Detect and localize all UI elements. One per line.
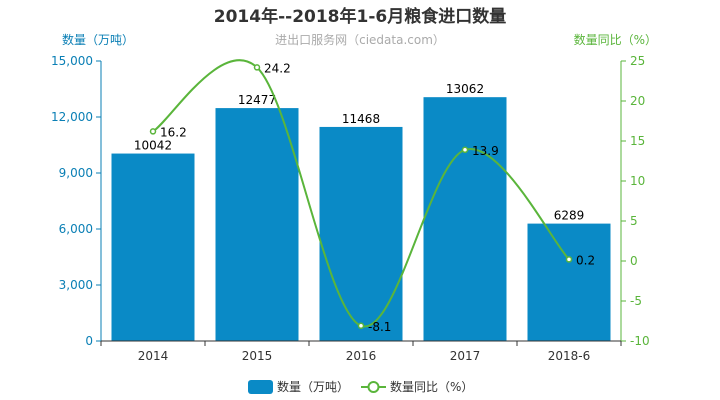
yoy-label-2017: 13.9 <box>472 144 499 158</box>
bar-2017 <box>423 97 507 342</box>
right-tick-label: 5 <box>630 214 638 228</box>
bar-label-2014: 10042 <box>134 139 172 153</box>
bar-label-2015: 12477 <box>238 93 276 107</box>
chart-title: 2014年--2018年1-6月粮食进口数量 <box>214 6 506 27</box>
line-series <box>149 59 573 330</box>
chart-subtitle: 进出口服务网（ciedata.com） <box>275 32 445 47</box>
yoy-point-2018-6 <box>565 256 573 263</box>
right-tick-label: 0 <box>630 254 638 268</box>
bar-label-2016: 11468 <box>342 112 380 126</box>
yoy-label-2018-6: 0.2 <box>576 253 595 267</box>
bar-label-2018-6: 6289 <box>554 209 585 223</box>
left-tick-label: 12,000 <box>51 110 93 124</box>
yoy-label-2015: 24.2 <box>264 61 291 75</box>
yoy-point-2017 <box>461 146 469 154</box>
right-tick-label: -10 <box>630 334 650 348</box>
bar-data-labels: 10042 12477 11468 13062 6289 <box>134 82 584 222</box>
yoy-point-2015 <box>253 64 261 71</box>
left-tick-label: 9,000 <box>59 166 93 180</box>
bar-label-2017: 13062 <box>446 82 484 96</box>
yoy-label-2016: -8.1 <box>368 320 391 334</box>
axes: 0 3,000 6,000 9,000 12,000 15,000 -10 -5 0 5 10 15 2… <box>51 54 650 363</box>
bar-2016 <box>319 126 403 341</box>
yoy-point-2014 <box>149 128 157 135</box>
left-tick-label: 15,000 <box>51 54 93 68</box>
bar-2015 <box>215 108 299 341</box>
legend-label-line: 数量同比（%） <box>390 379 473 394</box>
x-tick-label-2015: 2015 <box>242 349 273 363</box>
x-tick-label-2018-6: 2018-6 <box>548 349 591 363</box>
x-tick-label-2014: 2014 <box>138 349 169 363</box>
right-axis-title: 数量同比（%） <box>574 32 657 47</box>
left-tick-label: 6,000 <box>59 222 93 236</box>
bar-series <box>111 97 611 342</box>
right-tick-label: 10 <box>630 174 645 188</box>
right-tick-label: 20 <box>630 94 645 108</box>
legend: 数量（万吨） 数量同比（%） <box>248 379 473 394</box>
yoy-point-2016 <box>357 322 365 330</box>
x-tick-label-2017: 2017 <box>450 349 481 363</box>
legend-swatch-marker <box>367 381 380 393</box>
line-data-labels: 16.2 24.2 -8.1 13.9 0.2 <box>160 61 595 333</box>
legend-label-bar: 数量（万吨） <box>277 379 349 394</box>
left-axis-title: 数量（万吨） <box>62 32 134 47</box>
left-tick-label: 0 <box>85 334 93 348</box>
right-tick-label: 15 <box>630 134 645 148</box>
bar-2018-6 <box>527 223 611 341</box>
bar-2014 <box>111 153 195 341</box>
right-tick-label: 25 <box>630 54 645 68</box>
yoy-label-2014: 16.2 <box>160 125 187 139</box>
legend-swatch-bar <box>248 380 273 394</box>
left-tick-label: 3,000 <box>59 278 93 292</box>
x-tick-label-2016: 2016 <box>346 349 377 363</box>
right-tick-label: -5 <box>630 294 642 308</box>
